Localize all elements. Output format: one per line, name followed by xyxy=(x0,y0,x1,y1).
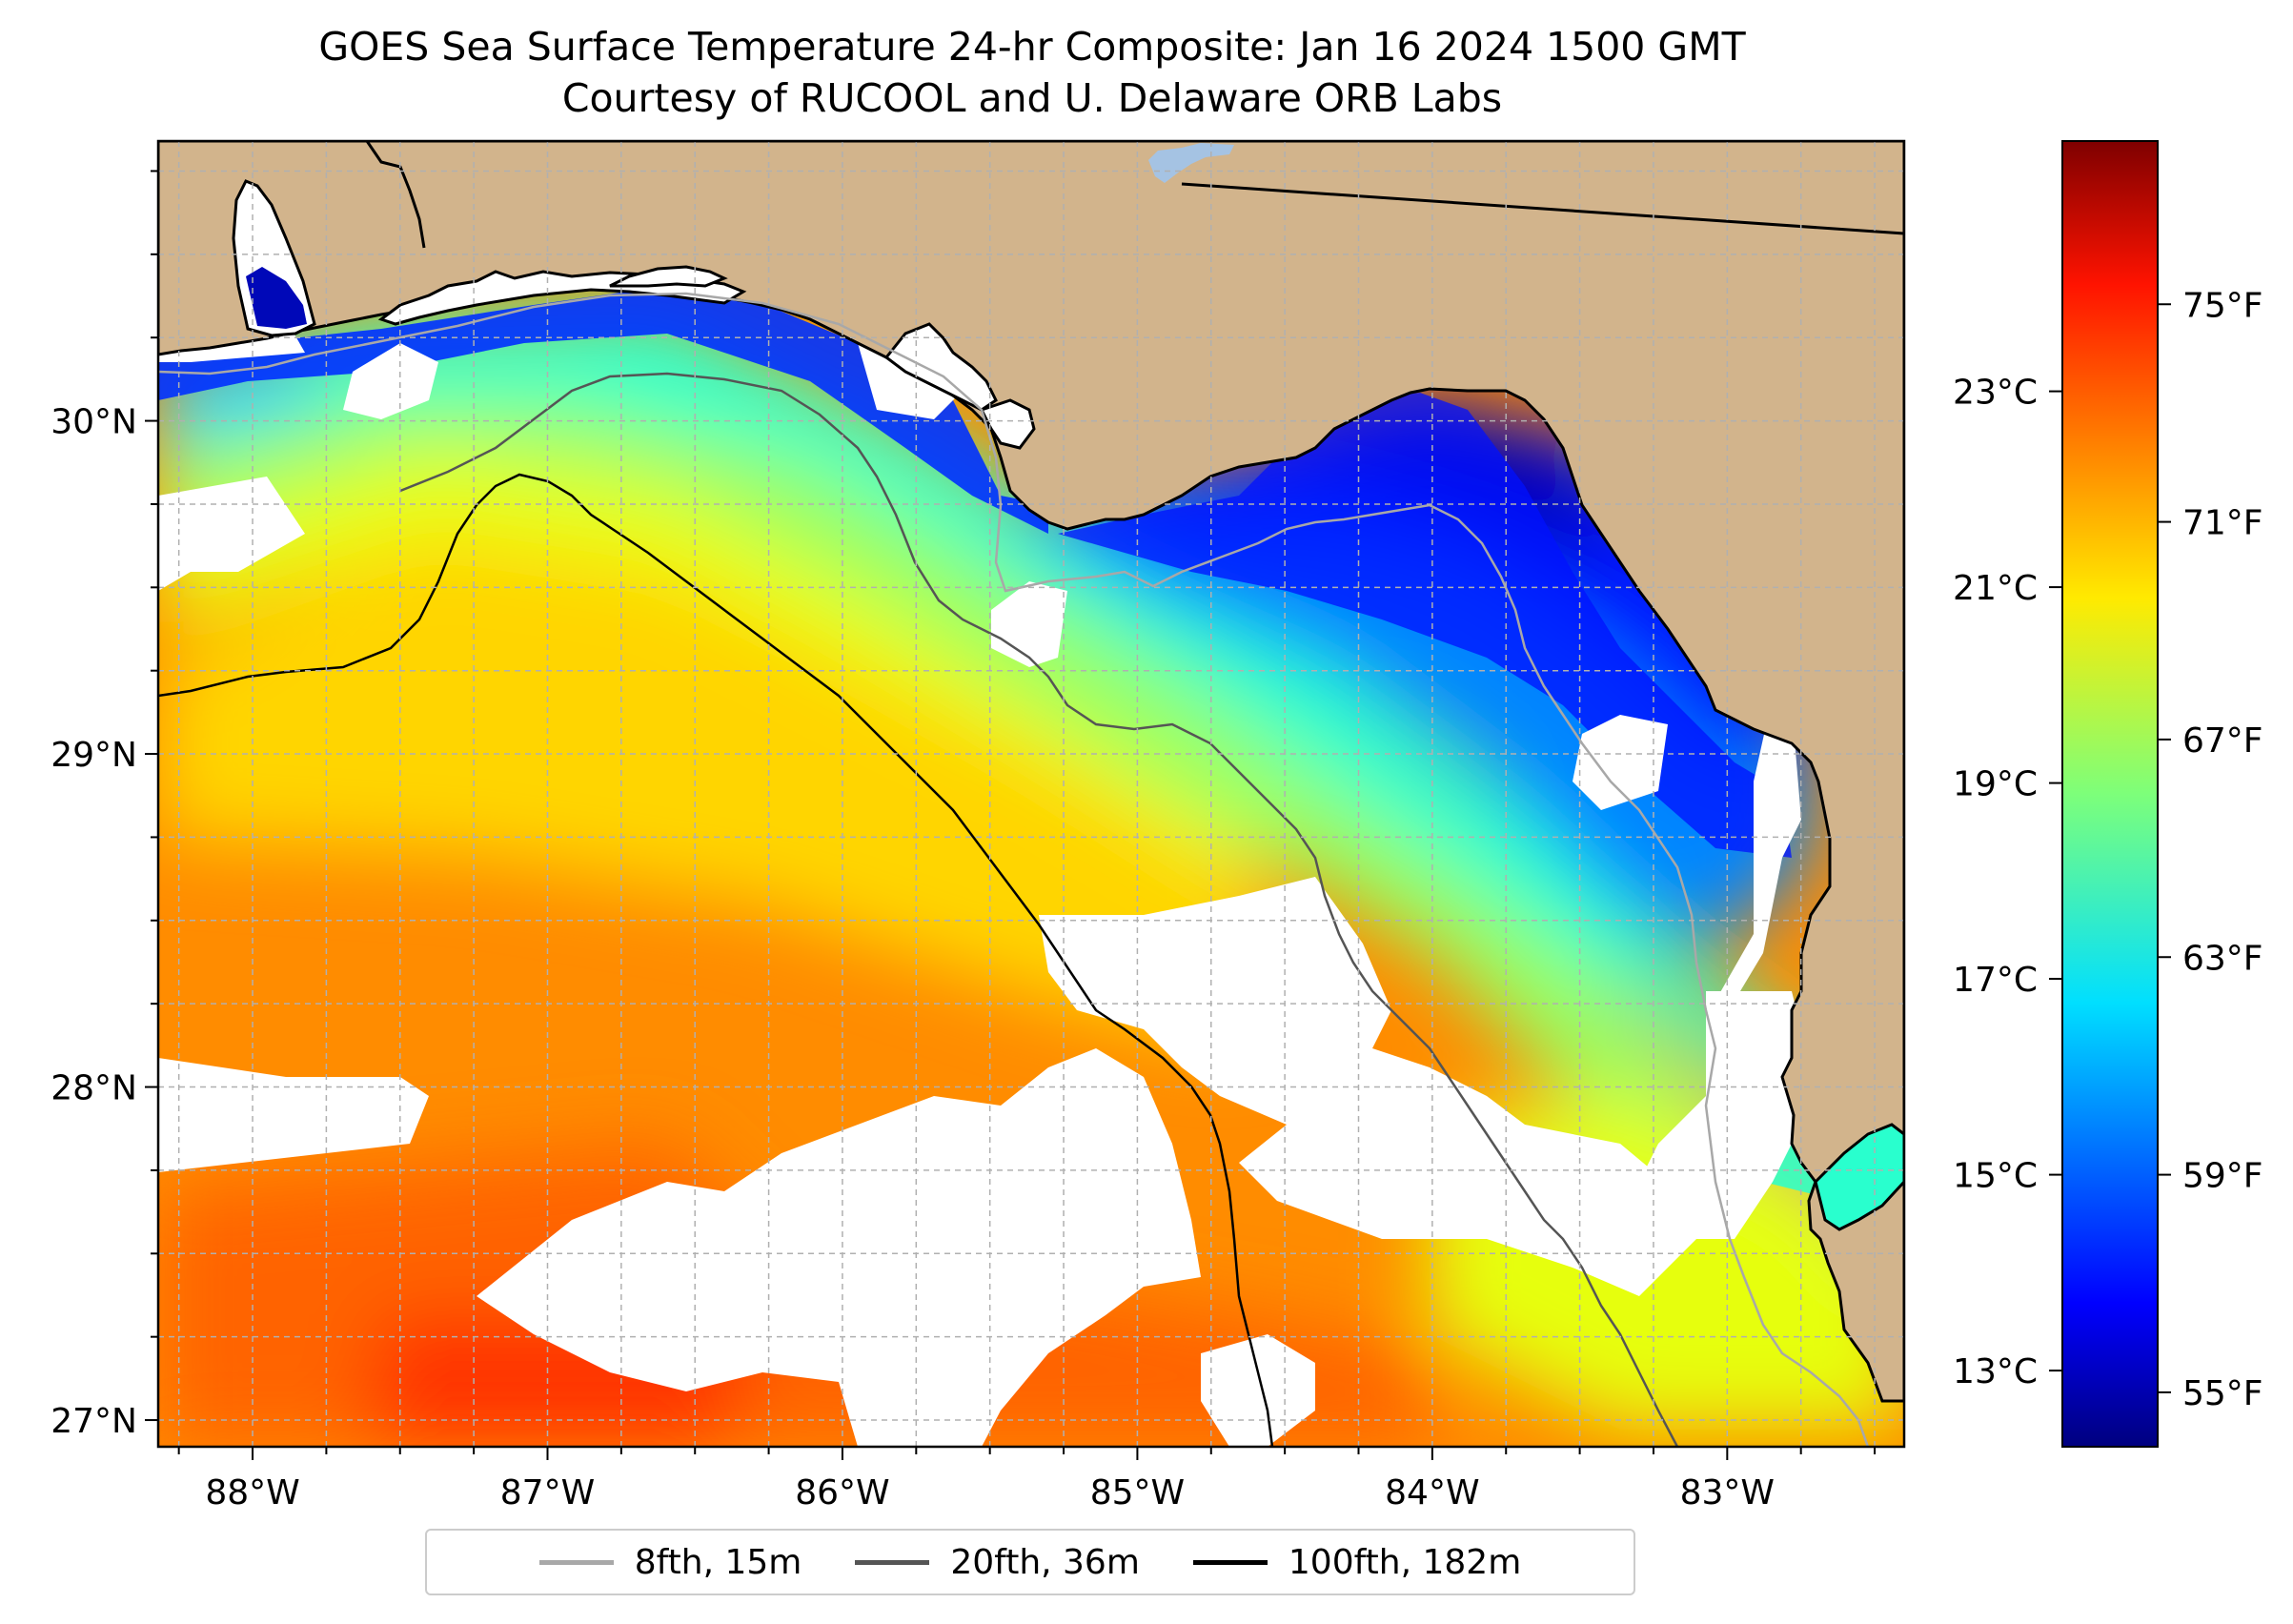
latitude-axis: 30°N 29°N 28°N 27°N xyxy=(51,170,158,1441)
apalachicola-bay xyxy=(979,398,1036,450)
title-line-2: Courtesy of RUCOOL and U. Delaware ORB L… xyxy=(561,75,1503,121)
legend-label-8fth: 8fth, 15m xyxy=(634,1542,802,1582)
lon-tick-label: 83°W xyxy=(1680,1473,1775,1512)
lat-tick-label: 28°N xyxy=(51,1069,137,1108)
lat-tick-label: 27°N xyxy=(51,1402,137,1441)
colorbar-c-tick-label: 13°C xyxy=(1953,1352,2038,1391)
mobile-bay-cold-water xyxy=(246,267,307,329)
title-line-1: GOES Sea Surface Temperature 24-hr Compo… xyxy=(318,24,1746,70)
lon-tick-label: 88°W xyxy=(205,1473,299,1512)
state-border-west xyxy=(365,141,426,249)
nearshore-cold-band xyxy=(158,286,1048,534)
colorbar-c-tick-label: 15°C xyxy=(1953,1157,2038,1196)
lat-tick-label: 30°N xyxy=(51,403,137,442)
colorbar-c-tick-label: 23°C xyxy=(1953,374,2038,413)
colorbar-f-tick-label: 71°F xyxy=(2182,504,2263,543)
legend-item-100fth: 100fth, 182m xyxy=(1192,1542,1522,1582)
lake-seminole xyxy=(1148,143,1234,183)
isobath-20fth xyxy=(399,372,1679,1447)
tampa-bay xyxy=(1814,1123,1904,1231)
lon-tick-label: 85°W xyxy=(1090,1473,1185,1512)
legend-line-20fth xyxy=(855,1559,930,1565)
map-plot-area xyxy=(158,141,1904,1447)
legend-item-20fth: 20fth, 36m xyxy=(855,1543,1140,1582)
lat-tick-label: 29°N xyxy=(51,736,137,775)
colorbar-c-tick-label: 17°C xyxy=(1953,961,2038,1000)
legend-item-8fth: 8fth, 15m xyxy=(538,1542,802,1582)
state-border xyxy=(1181,182,1904,235)
legend-line-8fth xyxy=(538,1559,614,1565)
colorbar-fahrenheit-ticks: 55°F 59°F 63°F 67°F 71°F 75°F xyxy=(2158,286,2263,1413)
colorbar-c-tick-label: 19°C xyxy=(1953,765,2038,804)
isobath-legend: 8fth, 15m 20fth, 36m 100fth, 182m xyxy=(425,1529,1635,1595)
choctawhatchee-bay xyxy=(609,265,728,288)
colorbar-f-tick-label: 75°F xyxy=(2182,286,2263,325)
legend-label-20fth: 20fth, 36m xyxy=(950,1542,1140,1582)
legend-line-100fth xyxy=(1192,1559,1268,1565)
colorbar-f-tick-label: 67°F xyxy=(2182,721,2263,761)
lon-tick-label: 84°W xyxy=(1385,1473,1479,1512)
longitude-axis: 88°W 87°W 86°W 85°W 84°W 83°W xyxy=(177,1447,1877,1512)
colorbar-celsius-ticks: 13°C 15°C 17°C 19°C 21°C 23°C xyxy=(1953,374,2062,1391)
isobath-8fth xyxy=(158,292,1870,1447)
graticule xyxy=(158,141,1904,1447)
st-andrew-bay xyxy=(883,322,998,412)
map-frame xyxy=(156,139,1906,1449)
colorbar xyxy=(2061,140,2159,1448)
isobath-100fth xyxy=(158,473,1274,1447)
colorbar-f-tick-label: 55°F xyxy=(2182,1374,2263,1413)
lon-tick-label: 86°W xyxy=(795,1473,889,1512)
map-title: GOES Sea Surface Temperature 24-hr Compo… xyxy=(158,21,1906,124)
colorbar-c-tick-label: 21°C xyxy=(1953,569,2038,608)
lon-tick-label: 87°W xyxy=(500,1473,595,1512)
legend-label-100fth: 100fth, 182m xyxy=(1288,1542,1522,1582)
colorbar-f-tick-label: 59°F xyxy=(2182,1157,2263,1196)
colorbar-f-tick-label: 63°F xyxy=(2182,939,2263,978)
